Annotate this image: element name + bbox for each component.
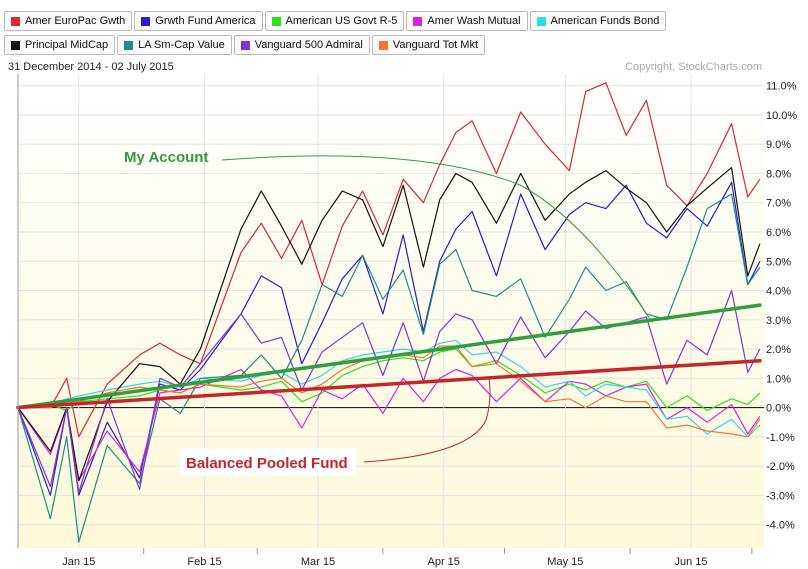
- x-tick-label: Feb 15: [187, 556, 221, 568]
- legend-item-7: LA Sm-Cap Value: [117, 35, 232, 55]
- legend-swatch: [240, 40, 250, 50]
- legend-item-8: Vanguard 500 Admiral: [233, 35, 370, 55]
- legend-swatch: [378, 40, 388, 50]
- y-tick-label: 9.0%: [766, 139, 791, 151]
- y-tick-label: 0.0%: [766, 403, 791, 415]
- series-line-1: [18, 82, 761, 438]
- legend-swatch: [271, 16, 281, 26]
- x-tick-label: Apr 15: [427, 556, 459, 568]
- y-tick-label: -4.0%: [766, 520, 795, 532]
- legend-item-5: American Funds Bond: [529, 11, 667, 31]
- series-line-4: [17, 368, 761, 482]
- x-tick-label: Jan 15: [62, 556, 95, 568]
- y-tick-label: 11.0%: [766, 81, 797, 93]
- legend-label: LA Sm-Cap Value: [138, 39, 225, 51]
- y-axis: 11.0% 10.0% 9.0% 8.0% 7.0% 6.0% 5.0% 4.0% 3.0% 2.…: [766, 81, 797, 532]
- legend-swatch: [536, 16, 546, 26]
- date-range: 31 December 2014 - 02 July 2015: [8, 61, 174, 73]
- annotation-backdrop: [180, 448, 356, 476]
- series-line-7: [17, 193, 761, 543]
- legend-label: Vanguard Tot Mkt: [392, 39, 479, 51]
- legend-label: Grwth Fund America: [155, 15, 256, 27]
- x-axis: Jan 15 Feb 15 Mar 15 Apr 15 May 15 Jun 15: [62, 556, 707, 568]
- y-tick-label: -1.0%: [766, 432, 795, 444]
- annotation-my-account: My Account: [124, 149, 208, 166]
- overlay-line-1: [16, 303, 762, 410]
- y-tick-label: 8.0%: [766, 168, 791, 180]
- legend-swatch: [413, 16, 423, 26]
- series-line-3: [17, 348, 761, 412]
- legend-label: American Funds Bond: [550, 15, 660, 27]
- legend-item-9: Vanguard Tot Mkt: [371, 35, 486, 55]
- copyright: Copyright, StockCharts.com: [625, 61, 762, 73]
- y-tick-label: 10.0%: [766, 110, 797, 122]
- legend-item-3: American US Govt R-5: [264, 11, 405, 31]
- y-tick-label: 2.0%: [766, 344, 791, 356]
- overlay-lines: My Account Balanced Pooled Fund: [16, 149, 762, 476]
- y-tick-label: 1.0%: [766, 373, 791, 385]
- legend-label: Amer EuroPac Gwth: [25, 15, 126, 27]
- legend-label: American US Govt R-5: [285, 15, 398, 27]
- y-tick-label: 3.0%: [766, 315, 791, 327]
- y-tick-label: 4.0%: [766, 286, 791, 298]
- y-tick-label: 5.0%: [766, 256, 791, 268]
- legend-item-1: Amer EuroPac Gwth: [4, 11, 133, 31]
- overlay-line-2: [16, 358, 762, 410]
- x-tick-label: Jun 15: [675, 556, 708, 568]
- x-tick-label: May 15: [547, 556, 583, 568]
- annotation-balanced-pooled-fund: Balanced Pooled Fund: [186, 455, 348, 472]
- legend-label: Amer Wash Mutual: [427, 15, 521, 27]
- y-tick-label: 6.0%: [766, 227, 791, 239]
- plot-area: [18, 74, 764, 548]
- legend-item-6: Principal MidCap: [4, 35, 116, 55]
- legend-swatch: [11, 16, 20, 26]
- legend: Amer EuroPac Gwth Grwth Fund America Ameri…: [4, 11, 774, 59]
- legend-swatch: [11, 40, 20, 50]
- y-tick-label: 7.0%: [766, 198, 791, 210]
- legend-swatch: [124, 40, 134, 50]
- legend-swatch: [141, 16, 151, 26]
- y-tick-label: -3.0%: [766, 490, 795, 502]
- legend-item-2: Grwth Fund America: [134, 11, 263, 31]
- y-tick-label: -2.0%: [766, 461, 795, 473]
- series-line-6: [17, 167, 761, 482]
- legend-label: Principal MidCap: [25, 39, 109, 51]
- legend-item-4: Amer Wash Mutual: [406, 11, 528, 31]
- callout-my-account: [221, 155, 653, 323]
- legend-label: Vanguard 500 Admiral: [254, 39, 363, 51]
- x-tick-label: Mar 15: [301, 556, 335, 568]
- callout-balanced-pooled-fund: [363, 377, 491, 463]
- grid: [18, 74, 764, 554]
- series-lines: [17, 82, 761, 543]
